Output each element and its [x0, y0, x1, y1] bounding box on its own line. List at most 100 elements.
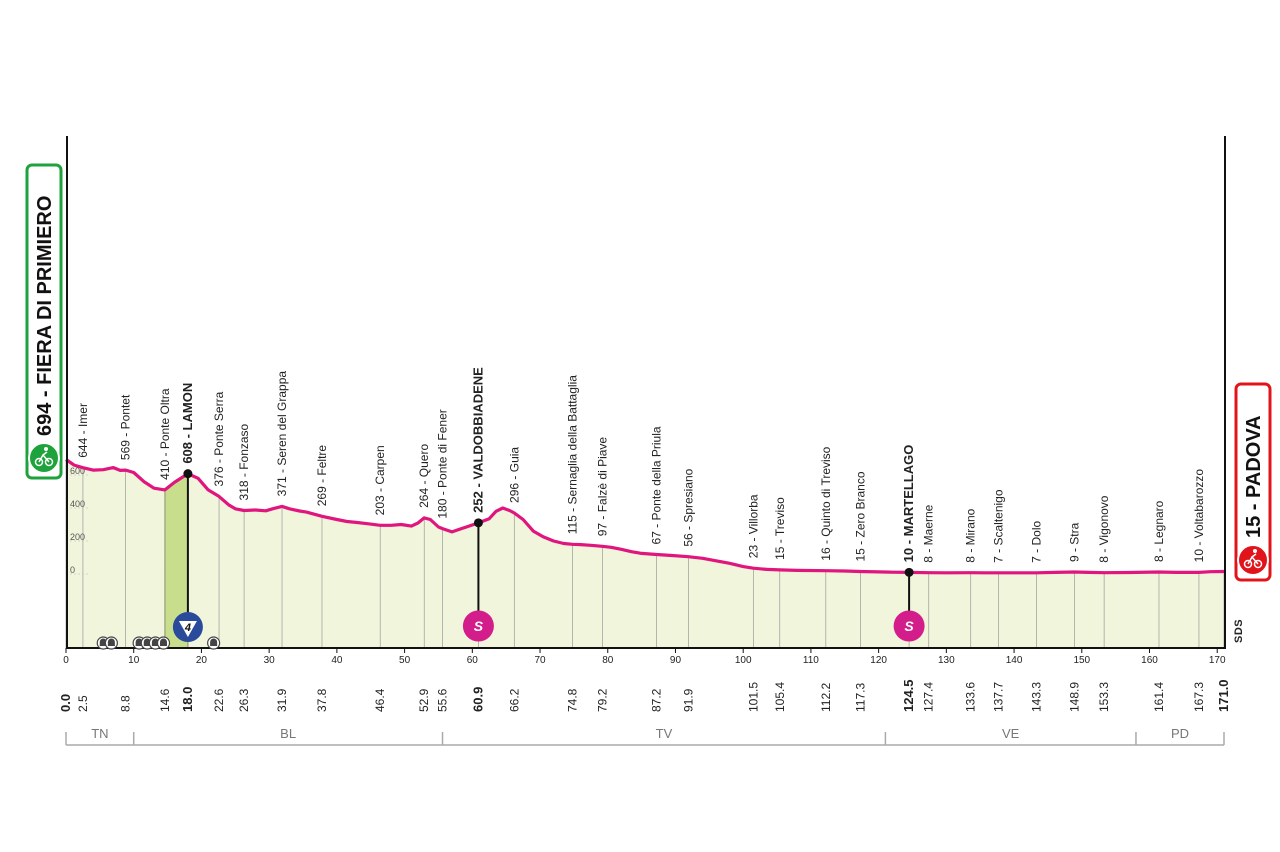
bike-wheel	[34, 457, 44, 467]
km-label: 148.9	[1067, 682, 1081, 712]
markers-layer: 4 S S SDS	[96, 469, 1245, 650]
start-badge-frame	[25, 163, 63, 480]
km-label: 52.9	[417, 688, 431, 712]
x-tick-label: 20	[196, 655, 208, 666]
x-tick-label: 100	[735, 655, 752, 666]
waypoint-label: 8 - Vigonovo	[1097, 495, 1111, 562]
waypoint-label: 56 - Spresiano	[681, 468, 695, 546]
bike-icon	[1237, 544, 1269, 576]
sprint-badge-label: S	[904, 618, 914, 634]
km-label: 101.5	[746, 682, 760, 712]
waypoint-label: 7 - Dolo	[1029, 521, 1043, 563]
waypoint-label: 97 - Falzè di Piave	[595, 437, 609, 537]
kom-dot	[183, 469, 193, 479]
start-badge-label: 694 - FIERA DI PRIMIERO	[34, 196, 56, 436]
region-bar: TN BL TV VE PD	[65, 726, 1225, 746]
y-tick-label: 600	[70, 466, 85, 476]
x-tick-label: 120	[870, 655, 887, 666]
start-badge: 694 - FIERA DI PRIMIERO	[25, 163, 63, 480]
kom-category-label: 4	[184, 622, 191, 634]
x-tick-label: 10	[128, 655, 140, 666]
km-label: 31.9	[275, 688, 289, 712]
sprint-dot	[904, 567, 914, 577]
bike-rider-head	[1253, 549, 1257, 553]
bike-frame	[1247, 553, 1259, 565]
km-label: 124.5	[901, 679, 916, 712]
kom-triangle	[178, 621, 197, 637]
y-axis-ticks: 0 200 400 600	[66, 466, 88, 575]
region-label: TN	[91, 726, 108, 741]
waypoint-label: 16 - Quinto di Treviso	[819, 446, 833, 560]
sprint-badge-icon	[462, 610, 494, 642]
km-label: 153.3	[1097, 682, 1111, 712]
km-label: 127.4	[922, 682, 936, 712]
x-tick-label: 40	[331, 655, 343, 666]
km-label: 91.9	[681, 688, 695, 712]
waypoint-label: 180 - Ponte di Fener	[436, 409, 450, 518]
bike-wheel	[44, 457, 54, 467]
km-label: 46.4	[373, 688, 387, 712]
tunnel-icon-arch	[107, 638, 115, 646]
waypoint-label: 376 - Ponte Serra	[212, 391, 226, 486]
x-tick-label: 70	[534, 655, 546, 666]
km-label: 143.3	[1029, 682, 1043, 712]
x-tick-label: 130	[938, 655, 955, 666]
km-label: 117.3	[853, 683, 867, 712]
tunnel-icon-arch	[160, 638, 168, 646]
km-labels: 0.0 2.5 8.8 14.6 18.0 22.6 26.3 31.9 37.8 46.4 52.…	[58, 679, 1231, 712]
km-label: 14.6	[158, 688, 172, 712]
waypoint-label: 569 - Pontet	[119, 394, 133, 460]
x-tick-label: 60	[467, 655, 479, 666]
km-label: 26.3	[237, 688, 251, 712]
x-tick-label: 0	[63, 655, 69, 666]
bike-wheel	[1253, 559, 1263, 569]
waypoint-label: 318 - Fonzaso	[237, 423, 251, 500]
y-tick-label: 0	[70, 565, 75, 575]
km-label: 0.0	[58, 694, 73, 712]
x-tick-label: 140	[1006, 655, 1023, 666]
waypoint-label: 644 - Imer	[76, 403, 90, 458]
waypoint-label: 296 - Guia	[507, 447, 521, 503]
elevation-line	[65, 458, 1225, 575]
bike-icon	[28, 442, 60, 474]
waypoint-label: 15 - Treviso	[773, 497, 787, 560]
waypoint-label: 410 - Ponte Oltra	[158, 388, 172, 480]
km-label: 18.0	[180, 687, 195, 712]
y-tick-label: 400	[70, 499, 85, 509]
sprint-dot	[473, 518, 483, 528]
km-label: 79.2	[595, 688, 609, 712]
region-label: BL	[280, 726, 296, 741]
finish-badge-frame	[1234, 382, 1272, 582]
x-tick-label: 80	[602, 655, 614, 666]
km-label: 8.8	[119, 695, 133, 712]
finish-badge-label: 15 - PADOVA	[1243, 415, 1265, 538]
km-label: 137.7	[991, 682, 1005, 712]
x-tick-label: 90	[670, 655, 682, 666]
elevation-line-layer	[65, 458, 1225, 575]
km-label: 133.6	[964, 682, 978, 712]
region-label: VE	[1002, 726, 1020, 741]
waypoint-label: 8 - Mirano	[964, 508, 978, 562]
x-tick-label: 50	[399, 655, 411, 666]
waypoint-label: 203 - Carpen	[373, 445, 387, 515]
start-finish-badges: 694 - FIERA DI PRIMIERO 15 - PADOVA	[25, 163, 1272, 582]
x-tick-label: 170	[1209, 655, 1226, 666]
km-label: 167.3	[1192, 682, 1206, 712]
waypoint-label: 15 - Zero Branco	[853, 471, 867, 561]
waypoint-label: 8 - Maerne	[922, 504, 936, 562]
bike-wheel	[1243, 559, 1253, 569]
km-label: 2.5	[76, 695, 90, 712]
km-label: 22.6	[212, 688, 226, 712]
x-tick-label: 160	[1141, 655, 1158, 666]
waypoint-labels: 644 - Imer 569 - Pontet 410 - Ponte Oltra 6…	[76, 367, 1206, 563]
waypoint-gridlines	[65, 459, 1225, 648]
waypoint-label: 252 - VALDOBBIADENE	[470, 367, 485, 513]
y-tick-label: 200	[70, 532, 85, 542]
km-label: 112.2	[819, 683, 833, 712]
finish-badge: 15 - PADOVA	[1234, 382, 1272, 582]
km-label: 171.0	[1216, 679, 1231, 712]
x-tick-label: 150	[1073, 655, 1090, 666]
km-label: 37.8	[315, 688, 329, 712]
sds-label: SDS	[1233, 619, 1245, 643]
